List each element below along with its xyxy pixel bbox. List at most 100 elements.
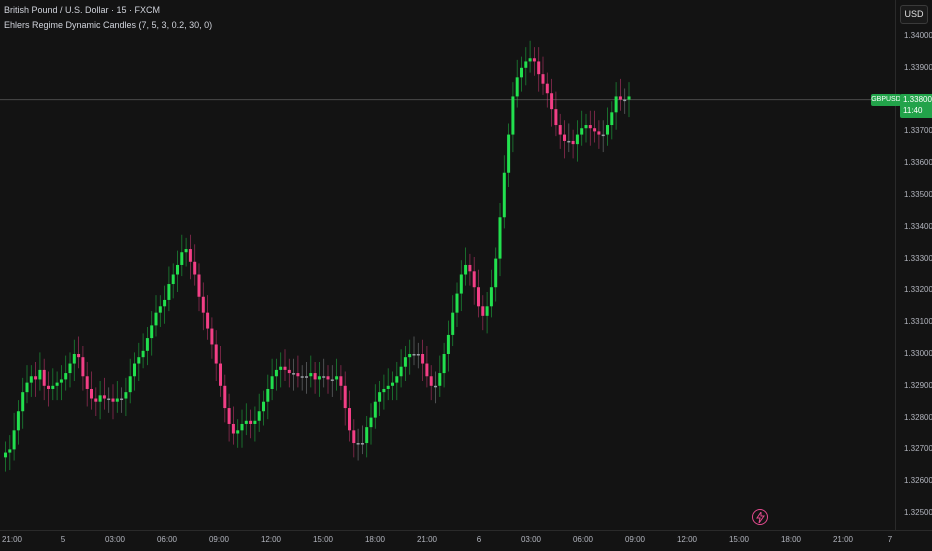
candle: [107, 387, 111, 413]
candle-body: [580, 128, 584, 135]
time-tick-label: 12:00: [676, 535, 698, 544]
candle: [623, 88, 627, 114]
candle: [193, 244, 197, 286]
candle-body: [111, 398, 115, 402]
candle-body: [515, 77, 519, 97]
candle-body: [593, 128, 597, 132]
candle-body: [412, 354, 416, 356]
candle-body: [485, 306, 489, 316]
candle: [64, 355, 68, 391]
price-tick-label: 1.33900: [904, 62, 932, 72]
time-tick-label: 21:00: [1, 535, 23, 544]
candle-body: [115, 398, 119, 402]
price-axis[interactable]: [895, 0, 932, 530]
candle-body: [240, 423, 244, 431]
candle-body: [425, 363, 429, 377]
candle: [180, 234, 184, 277]
candle-body: [292, 373, 296, 375]
candle: [532, 47, 536, 76]
candle: [554, 91, 558, 137]
candle-body: [231, 423, 235, 434]
price-tick-label: 1.33300: [904, 253, 932, 263]
candle: [408, 339, 412, 375]
candle-body: [72, 354, 76, 364]
candle-body: [158, 306, 162, 313]
chart-area[interactable]: [0, 0, 895, 530]
candle: [494, 247, 498, 302]
symbol-price-label: GBPUSD: [871, 94, 901, 106]
candle-body: [47, 385, 50, 389]
candle-body: [12, 430, 16, 450]
candle: [558, 113, 562, 149]
candle: [240, 409, 244, 448]
candle-body: [279, 366, 283, 370]
candlestick-chart[interactable]: [0, 0, 895, 530]
candle-body: [356, 443, 360, 445]
candle: [485, 291, 489, 334]
candle: [223, 374, 227, 423]
time-tick-label: 09:00: [624, 535, 646, 544]
candle-body: [507, 134, 511, 173]
candle: [571, 129, 575, 159]
price-tick-label: 1.33700: [904, 126, 932, 136]
time-tick-label: 5: [60, 535, 66, 544]
candle-body: [477, 287, 480, 307]
candle: [352, 419, 356, 458]
candle: [4, 441, 7, 472]
candle: [524, 47, 528, 86]
candle-body: [584, 125, 588, 129]
candle-body: [558, 125, 562, 135]
indicator-title[interactable]: Ehlers Regime Dynamic Candles (7, 5, 3, …: [4, 20, 213, 30]
candle-body: [339, 376, 343, 386]
candle: [90, 371, 93, 410]
candle: [25, 365, 29, 404]
candle: [274, 358, 278, 391]
time-tick-label: 03:00: [520, 535, 542, 544]
candle: [606, 107, 609, 146]
candle: [360, 425, 364, 455]
candle-body: [438, 373, 442, 386]
candle: [287, 358, 291, 388]
candle: [618, 78, 622, 111]
candle: [21, 377, 25, 429]
candle-body: [81, 357, 85, 377]
candle: [343, 371, 347, 426]
candle: [502, 155, 506, 229]
candle-body: [236, 430, 240, 434]
time-axis[interactable]: [0, 530, 932, 551]
candle-body: [249, 420, 253, 424]
candle-body: [451, 312, 455, 335]
candle: [51, 368, 55, 401]
bar-countdown: 11:40: [903, 106, 923, 115]
candle-body: [102, 395, 106, 399]
price-tick-label: 1.32500: [904, 508, 932, 517]
candle: [326, 365, 330, 394]
candle-body: [627, 96, 631, 100]
price-tick-label: 1.33000: [904, 349, 932, 358]
candle-body: [567, 140, 571, 143]
candle-body: [253, 420, 257, 424]
candle-body: [223, 385, 227, 409]
price-tick-label: 1.32800: [904, 412, 932, 422]
candle-body: [588, 125, 592, 129]
candle-body: [511, 96, 515, 135]
candle: [472, 257, 476, 305]
candle-body: [489, 287, 493, 307]
candle: [348, 390, 351, 442]
lightning-icon[interactable]: [752, 509, 768, 525]
candle: [545, 72, 549, 108]
candle-body: [244, 420, 248, 424]
currency-button[interactable]: USD: [900, 5, 928, 24]
candle-body: [21, 392, 25, 412]
candle-body: [64, 373, 68, 380]
candle-body: [137, 357, 141, 364]
candle-body: [120, 398, 124, 401]
candle: [8, 435, 12, 471]
candle: [128, 358, 132, 404]
candle: [416, 342, 420, 369]
candle-body: [618, 96, 622, 100]
symbol-title[interactable]: British Pound / U.S. Dollar · 15 · FXCM: [4, 5, 161, 15]
candle: [373, 384, 377, 429]
candle: [468, 253, 472, 286]
candle: [72, 339, 76, 382]
